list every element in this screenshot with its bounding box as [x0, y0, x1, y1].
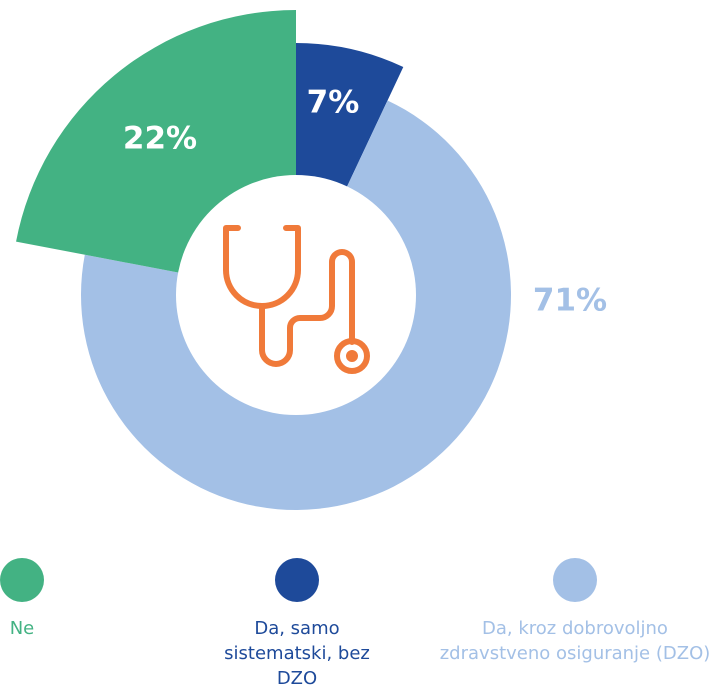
data-label: 7% [307, 85, 360, 121]
pie-slice [16, 10, 297, 273]
legend-label: Da, samo sistematski, bez DZO [224, 618, 370, 689]
pie-slice [80, 100, 512, 510]
stethoscope-icon [223, 225, 370, 374]
data-label: 71% [533, 283, 607, 319]
legend-label: Da, kroz dobrovoljno zdravstveno osigura… [439, 618, 711, 664]
donut-hole [176, 175, 416, 415]
legend-label: Ne [9, 618, 35, 639]
legend-marker [0, 558, 44, 602]
legend-marker [275, 558, 319, 602]
legend-marker [553, 558, 597, 602]
data-label: 22% [123, 121, 197, 157]
pie-slice [296, 43, 404, 189]
slices [16, 10, 512, 510]
